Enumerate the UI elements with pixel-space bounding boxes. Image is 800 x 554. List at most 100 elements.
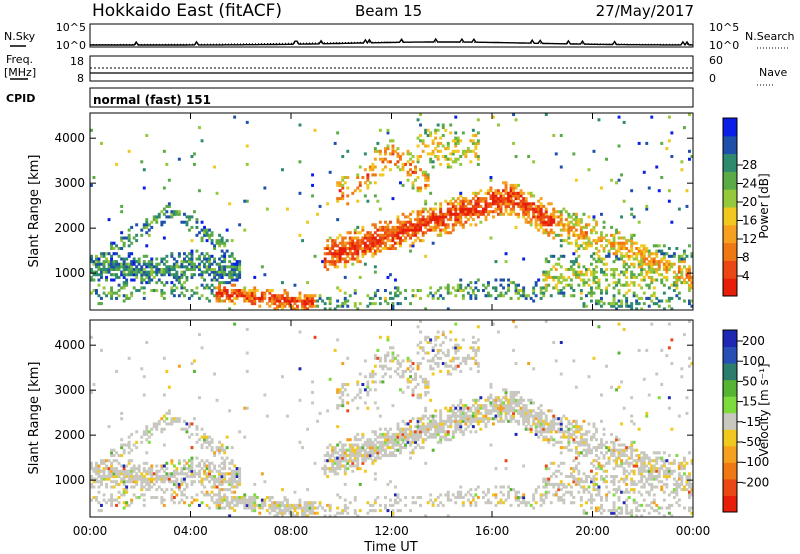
- velocity-cell: [102, 459, 106, 463]
- power-cell: [348, 252, 352, 256]
- velocity-cell: [434, 427, 438, 431]
- velocity-cell: [245, 351, 249, 355]
- power-cell: [625, 296, 629, 300]
- power-cell: [657, 244, 661, 248]
- power-cell: [524, 210, 528, 214]
- power-cell: [562, 225, 566, 229]
- power-cell: [670, 155, 674, 159]
- power-cell: [117, 275, 121, 279]
- power-cell: [363, 152, 367, 156]
- velocity-cell: [567, 438, 571, 442]
- power-cell: [434, 202, 438, 206]
- power-cell: [409, 173, 413, 177]
- power-cell: [436, 225, 440, 229]
- power-cell: [632, 281, 636, 285]
- power-cell: [190, 215, 194, 219]
- power-cell: [346, 299, 350, 303]
- velocity-cell: [346, 459, 350, 463]
- velocity-cell: [456, 364, 460, 368]
- power-cell: [542, 212, 546, 216]
- velocity-cell: [220, 448, 224, 452]
- power-cell: [401, 231, 405, 235]
- power-cell: [185, 289, 189, 293]
- power-cell: [233, 262, 237, 266]
- power-cell: [135, 273, 139, 277]
- velocity-cell: [559, 435, 563, 439]
- power-cell: [517, 204, 521, 208]
- power-cell: [311, 302, 315, 306]
- power-cell: [630, 244, 634, 248]
- velocity-cell: [120, 446, 124, 450]
- power-cell: [180, 260, 184, 264]
- power-cell: [147, 275, 151, 279]
- velocity-cell: [363, 448, 367, 452]
- power-cell: [665, 147, 669, 151]
- power-cell: [532, 160, 536, 164]
- velocity-cell: [574, 464, 578, 468]
- velocity-cell: [376, 440, 380, 444]
- velocity-cell: [235, 496, 239, 500]
- power-cell: [630, 270, 634, 274]
- power-cell: [439, 204, 443, 208]
- velocity-cell: [489, 411, 493, 415]
- velocity-cell: [378, 448, 382, 452]
- velocity-cell: [504, 411, 508, 415]
- power-cell: [421, 215, 425, 219]
- power-cell: [145, 273, 149, 277]
- velocity-cell: [509, 419, 513, 423]
- power-cell: [637, 273, 641, 277]
- power-cell: [431, 212, 435, 216]
- power-cell: [343, 262, 347, 266]
- power-cell: [213, 273, 217, 277]
- power-cell: [632, 291, 636, 295]
- velocity-cell: [110, 493, 114, 497]
- power-cell: [373, 149, 377, 153]
- velocity-cell: [245, 501, 249, 505]
- velocity-cell: [439, 440, 443, 444]
- velocity-cell: [451, 356, 455, 360]
- power-cell: [487, 294, 490, 298]
- power-cell: [612, 247, 616, 251]
- power-cell: [635, 254, 639, 258]
- power-cell: [218, 294, 222, 298]
- power-cell: [265, 207, 269, 211]
- velocity-cell: [461, 419, 465, 423]
- power-cell: [215, 296, 219, 300]
- power-cell: [524, 207, 528, 211]
- power-cell: [223, 260, 227, 264]
- power-cell: [250, 296, 254, 300]
- velocity-cell: [195, 432, 199, 436]
- power-cell: [177, 252, 181, 256]
- power-cell: [622, 262, 626, 266]
- power-cell: [499, 294, 503, 298]
- power-cell: [245, 162, 249, 166]
- velocity-cell: [213, 475, 217, 479]
- power-cell: [152, 275, 156, 279]
- power-cell: [384, 289, 387, 293]
- power-cell: [419, 296, 423, 300]
- velocity-cell: [235, 503, 239, 507]
- power-cell: [165, 281, 169, 285]
- velocity-cell: [135, 467, 139, 471]
- power-cell: [298, 160, 302, 164]
- velocity-cell: [100, 509, 103, 513]
- velocity-cell: [195, 464, 199, 468]
- velocity-cell: [215, 493, 219, 497]
- power-cell: [685, 275, 689, 279]
- velocity-cell: [552, 427, 556, 431]
- power-cell: [391, 296, 395, 300]
- nsky-label: N.Sky: [4, 30, 36, 43]
- velocity-cell: [431, 359, 435, 363]
- power-cell: [286, 207, 289, 211]
- power-cell: [537, 228, 541, 232]
- velocity-cell: [424, 425, 428, 429]
- power-cell: [592, 218, 596, 222]
- power-cell: [250, 294, 254, 298]
- velocity-cell: [170, 472, 174, 476]
- power-cell: [617, 178, 621, 182]
- velocity-cell: [459, 493, 463, 497]
- power-cell: [404, 228, 408, 232]
- velocity-cell: [268, 506, 272, 510]
- power-cell: [102, 270, 106, 274]
- velocity-cell: [336, 459, 340, 463]
